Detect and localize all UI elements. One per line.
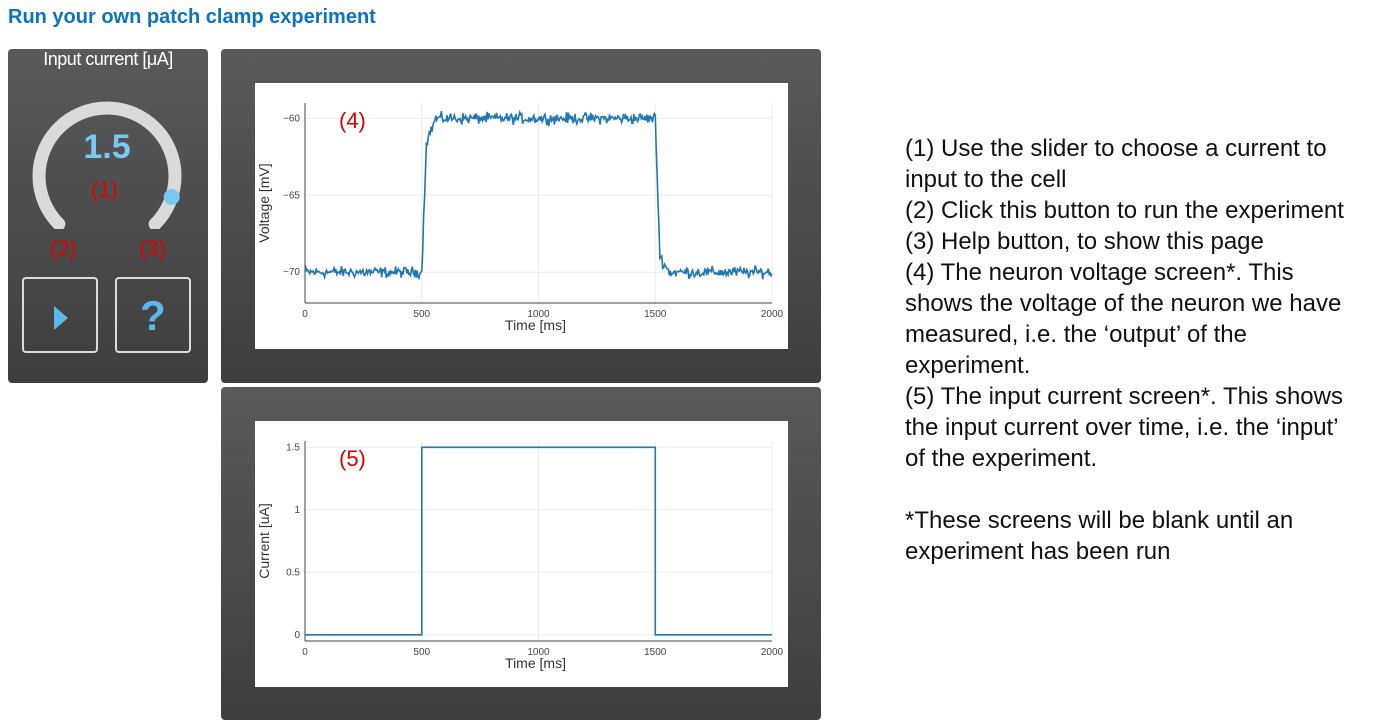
y-tick-label: 0	[294, 630, 300, 641]
slider-value: 1.5	[83, 128, 131, 166]
plot-annotation: (4)	[339, 108, 366, 133]
x-tick-label: 0	[302, 647, 308, 658]
x-tick-label: 2000	[761, 647, 784, 658]
current-slider-dial[interactable]	[8, 79, 208, 229]
voltage-screen: 0 500 1000 1500 2000 −60 −65 −70 Time [ms] Voltag…	[221, 49, 821, 383]
y-tick-label: −70	[283, 267, 300, 278]
x-tick-label: 1500	[644, 309, 667, 320]
current-plot[interactable]: 0 500 1000 1500 2000 1.5 1 0.5 0 Time [ms] Current…	[255, 421, 788, 687]
input-current-label: Input current [μA]	[43, 49, 173, 69]
voltage-plot[interactable]: 0 500 1000 1500 2000 −60 −65 −70 Time [ms] Voltag…	[255, 83, 788, 349]
x-axis-title: Time [ms]	[505, 317, 566, 333]
y-axis-title: Voltage [mV]	[256, 163, 272, 242]
instruction-4: (4) The neuron voltage screen*. This sho…	[905, 259, 1342, 379]
data-series-line	[304, 109, 773, 281]
annotation-1: (1)	[91, 177, 118, 202]
x-tick-label: 1000	[527, 647, 550, 658]
page-title: Run your own patch clamp experiment	[8, 6, 376, 28]
x-tick-label: 2000	[761, 309, 784, 320]
plot-annotation: (5)	[339, 446, 366, 471]
y-tick-label: 1.5	[286, 442, 300, 453]
instruction-footnote: *These screens will be blank until an ex…	[905, 507, 1294, 565]
x-tick-label: 0	[302, 309, 308, 320]
instruction-1: (1) Use the slider to choose a current t…	[905, 135, 1327, 193]
run-button[interactable]	[22, 277, 98, 353]
y-tick-label: −65	[283, 190, 300, 201]
annotation-3: (3)	[139, 236, 166, 261]
y-tick-label: 0.5	[286, 567, 300, 578]
y-tick-label: 1	[294, 505, 300, 516]
x-tick-label: 500	[413, 309, 430, 320]
x-tick-label: 1000	[527, 309, 550, 320]
annotation-2: (2)	[50, 236, 77, 261]
slider-knob[interactable]	[163, 189, 180, 205]
x-axis-title: Time [ms]	[505, 655, 566, 671]
data-series-line	[305, 446, 772, 636]
control-panel: Input current [μA] 1.5 (1) (2) (3) ?	[8, 49, 208, 383]
instructions: (1) Use the slider to choose a current t…	[905, 133, 1355, 567]
current-screen: 0 500 1000 1500 2000 1.5 1 0.5 0 Time [ms] Current…	[221, 387, 821, 720]
y-axis-title: Current [uA]	[256, 503, 272, 578]
x-tick-label: 500	[413, 647, 430, 658]
instruction-5: (5) The input current screen*. This show…	[905, 383, 1343, 472]
instruction-2: (2) Click this button to run the experim…	[905, 197, 1344, 224]
x-tick-label: 1500	[644, 647, 667, 658]
play-icon	[54, 306, 68, 330]
y-tick-label: −60	[283, 113, 300, 124]
help-question-icon: ?	[140, 292, 166, 339]
help-button[interactable]: ?	[115, 277, 191, 353]
instruction-3: (3) Help button, to show this page	[905, 228, 1264, 255]
